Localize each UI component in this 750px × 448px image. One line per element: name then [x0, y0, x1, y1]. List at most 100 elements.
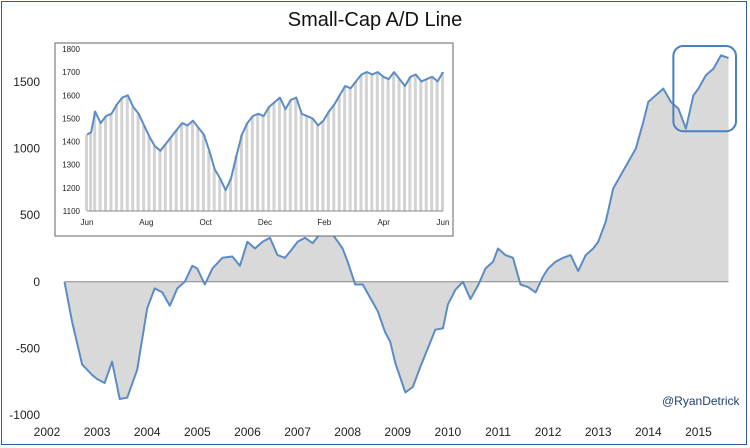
- inset-bar: [185, 125, 189, 211]
- inset-bar: [424, 79, 428, 211]
- x-tick-label: 2014: [635, 425, 662, 439]
- inset-bar: [381, 76, 385, 211]
- inset-bar: [408, 76, 412, 211]
- inset-bar: [93, 111, 97, 211]
- inset-bar: [163, 143, 167, 211]
- y-tick-label: 1000: [13, 142, 40, 156]
- inset-y-tick-label: 1400: [62, 138, 80, 147]
- y-tick-label: -1000: [9, 408, 40, 422]
- inset-y-tick-label: 1500: [62, 114, 80, 123]
- inset-bars-layer: [85, 72, 444, 212]
- inset-bar: [152, 146, 156, 211]
- inset-bar: [229, 178, 232, 211]
- inset-x-tick-label: Oct: [199, 218, 212, 227]
- inset-axis-layer: 1100 1200 1300 1400 1500 1600 1700 1800 Jun Aug Oc…: [62, 45, 449, 227]
- inset-bar: [256, 113, 260, 211]
- inset-series-line: [86, 71, 444, 192]
- inset-bar: [207, 150, 211, 211]
- inset-bar: [261, 116, 265, 211]
- inset-bar: [174, 130, 178, 211]
- inset-bar: [348, 88, 352, 211]
- inset-bar: [169, 136, 173, 211]
- inset-bar: [212, 169, 216, 211]
- inset-bar: [191, 120, 194, 211]
- inset-bar: [109, 113, 113, 211]
- x-tick-label: 2007: [284, 425, 311, 439]
- inset-bar: [272, 102, 276, 211]
- inset-bar: [430, 76, 434, 211]
- inset-bar: [234, 155, 238, 211]
- inset-y-tick-label: 1800: [62, 45, 80, 54]
- inset-bar: [326, 111, 330, 211]
- inset-bar: [413, 74, 417, 211]
- inset-bar: [370, 74, 374, 211]
- inset-y-tick-label: 1200: [62, 184, 80, 193]
- main-area-fill: [64, 55, 729, 400]
- chart-title: Small-Cap A/D Line: [287, 9, 463, 31]
- x-tick-label: 2009: [384, 425, 411, 439]
- inset-bar: [147, 136, 151, 211]
- inset-bar: [321, 120, 325, 211]
- inset-y-tick-label: 1300: [62, 161, 80, 170]
- inset-bar: [250, 116, 254, 211]
- main-highlight-layer: [672, 44, 738, 133]
- inset-bar: [136, 113, 140, 211]
- credit-label: @RyanDetrick: [662, 394, 740, 408]
- inset-bar: [245, 123, 249, 211]
- inset-bar: [359, 74, 363, 211]
- inset-bar: [364, 72, 368, 211]
- inset-bar: [316, 125, 319, 211]
- inset-bar: [305, 116, 309, 211]
- inset-y-tick-label: 1700: [62, 68, 80, 77]
- x-tick-label: 2010: [435, 425, 462, 439]
- x-tick-label: 2003: [84, 425, 111, 439]
- inset-bar: [419, 81, 423, 212]
- inset-bar: [120, 97, 124, 211]
- inset-bar: [267, 106, 271, 211]
- inset-bar: [310, 118, 314, 211]
- inset-bar: [223, 190, 227, 211]
- inset-bar: [85, 134, 88, 211]
- x-tick-label: 2002: [34, 425, 61, 439]
- x-tick-label: 2006: [234, 425, 261, 439]
- x-tick-label: 2011: [485, 425, 511, 439]
- inset-bar: [283, 109, 287, 211]
- inset-bar: [277, 97, 281, 211]
- inset-x-tick-label: Aug: [139, 218, 153, 227]
- inset-bar: [201, 134, 205, 211]
- inset-x-tick-label: Dec: [258, 218, 272, 227]
- inset-line-layer: [86, 71, 444, 192]
- inset-bar: [142, 125, 146, 211]
- inset-bar: [337, 95, 341, 211]
- inset-x-tick-label: Feb: [317, 218, 331, 227]
- inset-bar: [158, 150, 162, 211]
- inset-bar: [218, 178, 222, 211]
- inset-bar: [239, 134, 243, 211]
- x-tick-label: 2015: [685, 425, 712, 439]
- inset-y-tick-label: 1600: [62, 91, 80, 100]
- inset-bar: [392, 72, 396, 211]
- main-series-line: [63, 54, 729, 400]
- x-tick-label: 2008: [334, 425, 361, 439]
- inset-bar: [332, 104, 336, 211]
- x-tick-label: 2004: [134, 425, 161, 439]
- inset-bar: [104, 116, 107, 211]
- inset-y-tick-label: 1100: [63, 207, 81, 216]
- inset-bar: [131, 106, 135, 211]
- main-area-layer: [63, 54, 729, 400]
- inset-bar: [386, 79, 390, 211]
- y-tick-label: 500: [20, 208, 40, 222]
- y-tick-label: 0: [33, 275, 40, 289]
- inset-bar: [435, 81, 439, 212]
- inset-bar: [180, 123, 184, 211]
- inset-x-tick-label: Apr: [377, 218, 390, 227]
- main-axis-layer: -1000 -500 0 500 1000 1500 2002 2003 2004 2005 200…: [9, 75, 712, 439]
- x-tick-label: 2005: [184, 425, 211, 439]
- inset-bar: [288, 99, 292, 211]
- inset-bar: [441, 72, 444, 211]
- inset-bar: [125, 95, 129, 211]
- y-tick-label: 1500: [13, 75, 40, 89]
- inset-bar: [196, 127, 200, 211]
- inset-bar: [354, 81, 357, 212]
